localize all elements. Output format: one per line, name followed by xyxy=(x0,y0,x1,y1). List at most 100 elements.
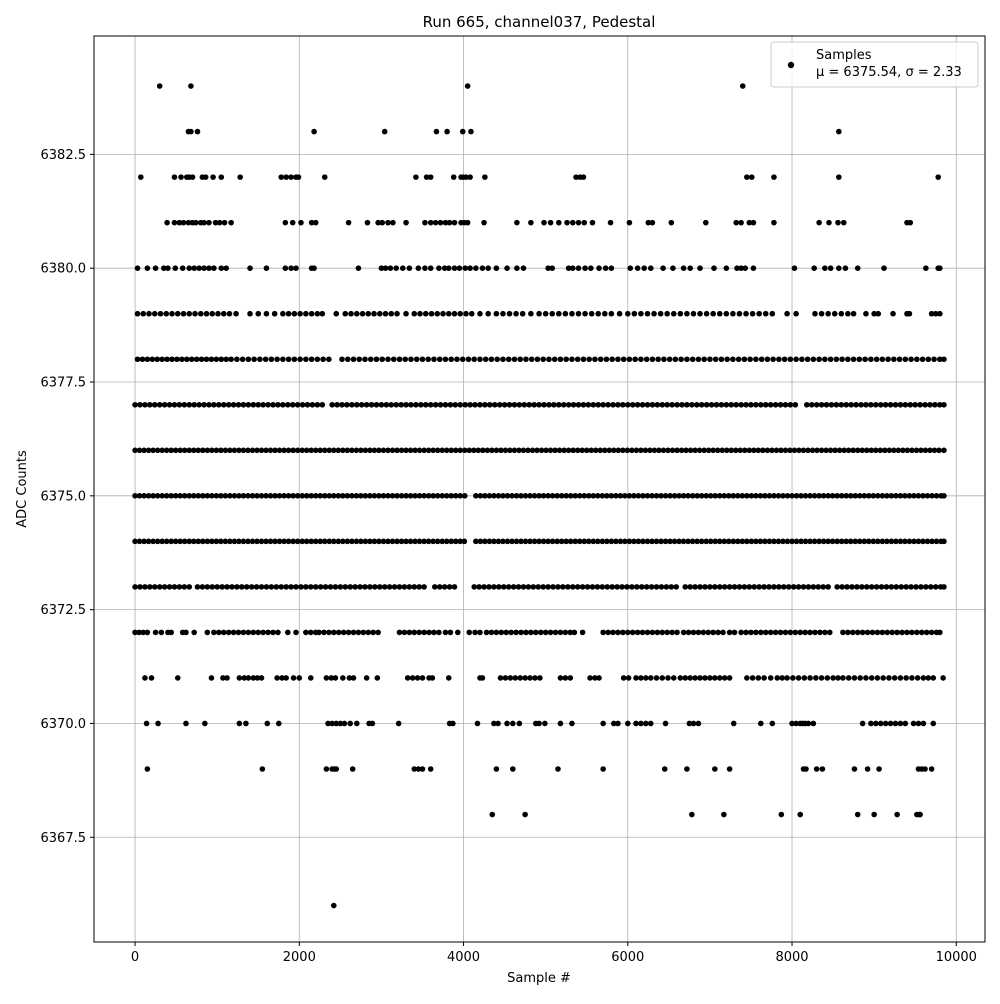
data-point xyxy=(514,265,520,271)
data-point xyxy=(687,447,694,454)
data-point xyxy=(913,584,919,590)
data-point xyxy=(378,401,385,408)
data-point xyxy=(756,584,762,590)
data-point xyxy=(659,401,666,408)
data-point xyxy=(909,675,915,681)
data-point xyxy=(724,356,730,363)
data-point xyxy=(547,219,554,226)
data-point xyxy=(842,265,849,271)
data-point xyxy=(847,538,854,545)
data-point xyxy=(875,310,882,317)
data-point xyxy=(432,401,439,408)
data-point xyxy=(200,447,206,454)
data-point xyxy=(936,447,942,454)
data-point xyxy=(204,629,211,636)
data-point xyxy=(220,310,227,317)
data-point xyxy=(314,356,321,363)
data-point xyxy=(403,447,409,454)
data-point xyxy=(312,219,319,226)
data-point xyxy=(833,356,840,363)
data-point xyxy=(485,310,491,317)
data-point xyxy=(321,629,327,636)
data-point xyxy=(258,447,265,454)
data-point xyxy=(894,629,900,636)
data-point xyxy=(323,766,330,772)
data-point xyxy=(590,538,597,545)
data-point xyxy=(171,219,178,226)
data-point xyxy=(814,447,820,454)
data-point xyxy=(649,219,656,226)
data-point xyxy=(270,629,276,636)
data-point xyxy=(425,493,432,499)
data-point xyxy=(685,493,691,499)
data-point xyxy=(451,310,458,317)
data-point xyxy=(933,493,940,499)
data-point xyxy=(780,493,786,499)
data-point xyxy=(611,720,617,727)
data-point xyxy=(764,447,771,454)
data-point xyxy=(605,401,611,408)
data-point xyxy=(647,720,654,727)
data-point xyxy=(222,447,229,454)
data-point xyxy=(245,629,252,636)
data-point xyxy=(879,493,886,499)
data-point xyxy=(908,584,914,590)
data-point xyxy=(425,538,432,545)
data-point xyxy=(546,356,552,363)
data-point xyxy=(871,811,877,818)
data-point xyxy=(813,401,820,408)
data-point xyxy=(406,265,413,271)
data-point xyxy=(542,720,548,727)
data-point xyxy=(836,265,842,271)
data-point xyxy=(782,447,789,454)
data-point xyxy=(525,584,532,590)
data-point xyxy=(580,401,587,408)
data-point xyxy=(513,538,520,545)
data-point xyxy=(811,265,817,271)
data-point xyxy=(517,356,524,363)
data-point xyxy=(260,401,266,408)
data-point xyxy=(877,447,884,454)
data-point xyxy=(653,493,660,499)
data-point xyxy=(477,310,483,317)
data-point xyxy=(929,493,935,499)
data-point xyxy=(758,401,764,408)
data-point xyxy=(789,538,795,545)
data-point xyxy=(836,174,842,180)
data-point xyxy=(445,675,452,681)
data-point xyxy=(648,584,655,590)
data-point xyxy=(847,493,854,499)
data-point xyxy=(523,629,529,636)
data-point xyxy=(614,584,620,590)
data-point xyxy=(466,447,473,454)
data-point xyxy=(712,766,718,772)
data-point xyxy=(903,675,909,681)
data-point xyxy=(158,629,165,636)
data-point xyxy=(307,675,314,681)
data-point xyxy=(594,584,601,590)
data-point xyxy=(726,766,733,772)
data-point xyxy=(401,584,408,590)
data-point xyxy=(620,675,627,681)
data-point xyxy=(733,219,739,226)
data-point xyxy=(214,584,220,590)
data-point xyxy=(434,310,441,317)
data-point xyxy=(401,629,408,636)
data-point xyxy=(531,493,538,499)
data-point xyxy=(288,174,294,180)
data-point xyxy=(682,584,689,590)
data-point xyxy=(146,310,152,317)
legend-series-stats: μ = 6375.54, σ = 2.33 xyxy=(816,65,962,80)
data-point xyxy=(393,401,400,408)
data-point xyxy=(161,401,168,408)
data-point xyxy=(179,265,186,271)
data-point xyxy=(592,675,598,681)
data-point xyxy=(884,538,890,545)
data-point xyxy=(365,629,372,636)
data-point xyxy=(330,902,337,909)
data-point xyxy=(218,356,225,363)
data-point xyxy=(340,447,346,454)
data-point xyxy=(615,720,621,727)
data-point xyxy=(263,538,269,545)
data-point xyxy=(638,310,644,317)
